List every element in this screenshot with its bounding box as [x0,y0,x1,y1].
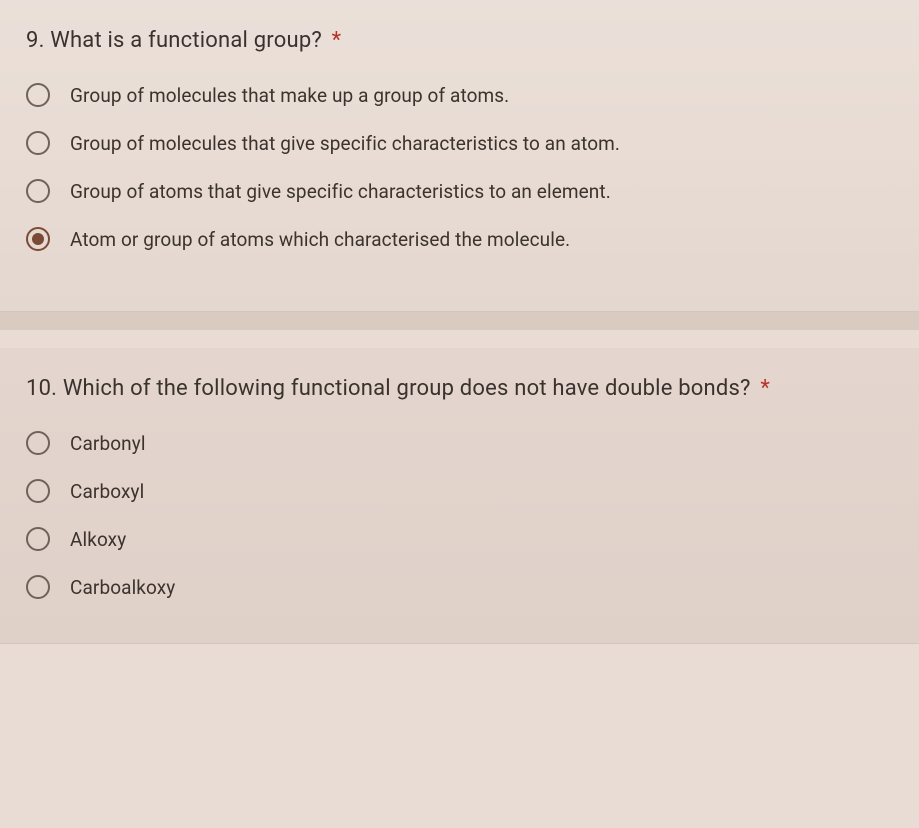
option-label: Group of molecules that give specific ch… [70,132,620,155]
required-asterisk: * [760,376,770,401]
question-number: 10. [26,376,57,401]
option-label: Alkoxy [70,528,126,551]
option-row[interactable]: Atom or group of atoms which characteris… [26,227,893,251]
card-gap [0,312,919,330]
option-row[interactable]: Carbonyl [26,431,893,455]
question-text: What is a functional group? [50,28,322,53]
option-label: Group of atoms that give specific charac… [70,180,611,203]
radio-icon[interactable] [26,575,50,599]
option-row[interactable]: Carboalkoxy [26,575,893,599]
option-row[interactable]: Group of molecules that give specific ch… [26,131,893,155]
radio-icon-selected[interactable] [26,227,50,251]
radio-icon[interactable] [26,527,50,551]
question-title: 9. What is a functional group? * [26,28,893,53]
option-row[interactable]: Alkoxy [26,527,893,551]
option-label: Atom or group of atoms which characteris… [70,228,570,251]
option-label: Group of molecules that make up a group … [70,84,509,107]
radio-icon[interactable] [26,479,50,503]
required-asterisk: * [332,28,342,53]
radio-icon[interactable] [26,179,50,203]
option-row[interactable]: Carboxyl [26,479,893,503]
radio-icon[interactable] [26,83,50,107]
question-card-10: 10. Which of the following functional gr… [0,348,919,644]
question-number: 9. [26,28,45,53]
radio-icon[interactable] [26,131,50,155]
question-card-9: 9. What is a functional group? * Group o… [0,0,919,312]
option-label: Carbonyl [70,432,146,455]
question-title: 10. Which of the following functional gr… [26,376,893,401]
option-label: Carboxyl [70,480,144,503]
option-label: Carboalkoxy [70,576,175,599]
question-text: Which of the following functional group … [63,376,751,401]
option-row[interactable]: Group of molecules that make up a group … [26,83,893,107]
option-row[interactable]: Group of atoms that give specific charac… [26,179,893,203]
radio-icon[interactable] [26,431,50,455]
